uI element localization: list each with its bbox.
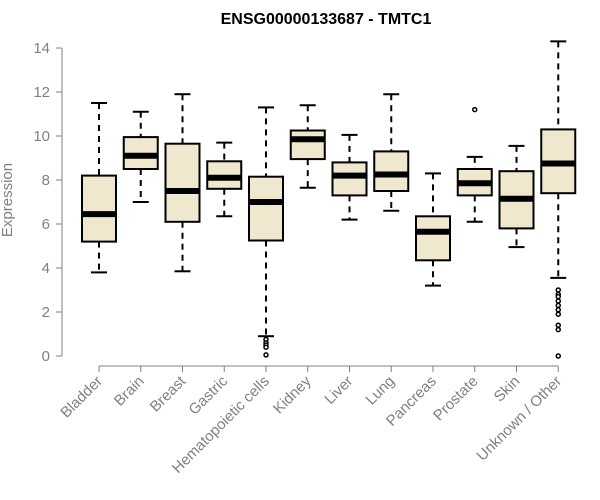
box-hematopoietic-cells <box>248 106 284 358</box>
box-skin <box>498 144 535 249</box>
box-prostate <box>456 106 493 223</box>
chart-title: ENSG00000133687 - TMTC1 <box>221 11 432 28</box>
x-tick-label: Breast <box>147 372 190 415</box>
iqr-box <box>164 142 201 223</box>
outlier-point <box>263 344 269 350</box>
x-tick-label: Skin <box>491 373 524 406</box>
y-tick-label: 14 <box>33 40 50 57</box>
x-tick-label: Kidney <box>270 372 315 417</box>
box-brain <box>122 110 159 203</box>
x-tick-label: Prostate <box>430 373 482 425</box>
iqr-box <box>81 174 117 243</box>
outlier-point <box>472 106 478 113</box>
x-tick-label: Liver <box>321 373 356 408</box>
box-breast <box>164 93 201 273</box>
outlier-point <box>555 302 561 309</box>
iqr-box <box>289 129 326 161</box>
iqr-box <box>415 215 451 262</box>
y-tick-label: 12 <box>33 84 50 101</box>
outlier-point <box>555 307 561 313</box>
outlier-point <box>555 326 561 333</box>
iqr-box <box>331 161 368 197</box>
x-tick-label: Lung <box>362 373 398 409</box>
x-tick-label: Bladder <box>57 373 106 422</box>
outlier-point <box>555 322 561 328</box>
outlier-point <box>263 352 269 358</box>
outlier-point <box>555 311 561 317</box>
box-bladder <box>81 102 117 274</box>
outlier-point <box>555 287 561 293</box>
box-kidney <box>289 104 326 189</box>
iqr-box <box>373 150 410 192</box>
outlier-point <box>555 298 561 304</box>
y-tick-label: 2 <box>42 304 50 321</box>
y-tick-label: 6 <box>42 216 50 233</box>
x-tick-label: Brain <box>111 373 148 410</box>
y-tick-label: 8 <box>42 172 50 189</box>
outlier-point <box>555 353 561 359</box>
y-tick-label: 4 <box>42 260 50 277</box>
y-axis-title: Expression <box>0 163 16 237</box>
y-tick-label: 0 <box>42 348 50 365</box>
y-tick-label: 10 <box>33 128 50 145</box>
box-lung <box>373 93 410 212</box>
iqr-box <box>248 175 284 242</box>
box-unknown-other <box>540 40 577 359</box>
box-gastric <box>206 141 243 218</box>
box-pancreas <box>415 172 451 287</box>
box-series <box>81 40 577 359</box>
outlier-point <box>555 293 561 300</box>
box-liver <box>331 133 368 221</box>
y-axis: 0 2 4 6 8 10 12 14 <box>33 40 63 365</box>
